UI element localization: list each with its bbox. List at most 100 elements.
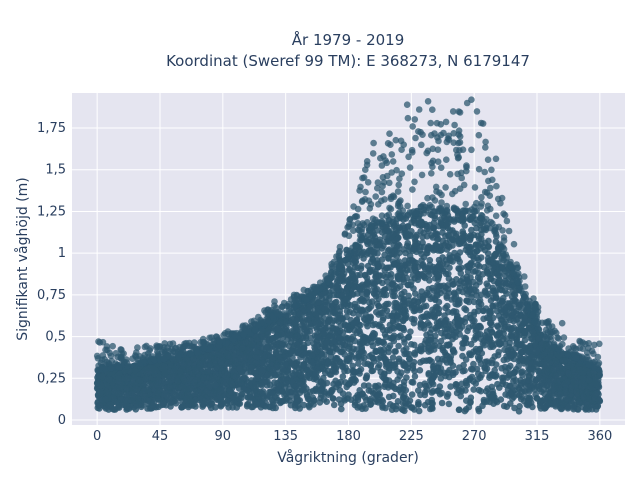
data-point <box>467 365 475 373</box>
data-point <box>444 390 452 398</box>
data-point <box>439 222 446 229</box>
data-point <box>423 310 431 318</box>
data-point <box>475 235 483 243</box>
data-point <box>389 319 397 326</box>
data-point <box>529 347 537 355</box>
data-point <box>378 323 385 331</box>
data-point <box>397 389 405 396</box>
data-point <box>435 298 443 306</box>
data-point <box>432 332 439 340</box>
data-point <box>480 307 487 315</box>
data-point <box>515 408 523 415</box>
data-point <box>497 320 505 328</box>
data-point <box>285 350 293 358</box>
data-point <box>172 400 180 407</box>
data-point <box>320 330 328 338</box>
data-point <box>230 399 238 406</box>
data-point <box>431 372 439 379</box>
data-point <box>363 279 371 286</box>
data-point <box>487 275 494 282</box>
data-point <box>412 240 419 247</box>
data-point <box>409 404 416 411</box>
data-point <box>228 379 235 386</box>
data-point <box>465 403 473 411</box>
data-point <box>492 290 499 298</box>
data-point <box>596 397 603 404</box>
data-point <box>456 284 464 292</box>
data-point <box>517 354 524 362</box>
data-point <box>503 290 510 297</box>
data-point <box>477 324 485 331</box>
data-point <box>395 355 403 363</box>
data-point <box>488 394 496 401</box>
data-point <box>497 396 505 403</box>
data-point <box>517 379 525 387</box>
data-point <box>494 250 502 257</box>
data-point <box>537 399 544 407</box>
data-point <box>528 354 536 361</box>
data-point <box>474 375 482 383</box>
data-point <box>366 397 374 405</box>
data-point <box>300 387 308 394</box>
scatter-points <box>93 96 604 415</box>
data-point <box>375 385 382 392</box>
data-point <box>418 314 425 321</box>
data-point <box>411 341 418 349</box>
data-point <box>273 362 281 370</box>
data-point <box>324 319 332 326</box>
data-point <box>248 377 255 384</box>
data-point <box>494 279 502 287</box>
data-point <box>243 402 251 410</box>
data-point <box>381 381 389 388</box>
data-point <box>266 344 274 352</box>
data-point <box>315 299 322 306</box>
data-point <box>335 381 343 389</box>
data-point <box>360 298 367 305</box>
data-point <box>373 392 381 399</box>
data-point <box>415 387 422 394</box>
data-point <box>449 258 456 265</box>
data-point <box>419 233 426 241</box>
data-point <box>175 384 183 391</box>
data-point <box>443 294 451 302</box>
data-point <box>381 286 389 293</box>
data-point <box>529 335 536 343</box>
data-point <box>551 385 558 392</box>
data-point <box>499 297 506 305</box>
data-point <box>443 239 450 247</box>
data-point <box>494 332 501 340</box>
data-point <box>408 378 416 386</box>
data-point <box>463 381 471 389</box>
data-point <box>426 256 434 264</box>
data-point <box>340 270 348 278</box>
data-point <box>476 278 483 286</box>
data-point <box>400 347 407 354</box>
data-point <box>467 394 475 402</box>
data-point <box>259 333 267 341</box>
data-point <box>131 367 139 374</box>
data-point <box>392 405 400 413</box>
data-point <box>374 355 382 363</box>
data-point <box>390 392 397 400</box>
data-point <box>407 260 415 267</box>
data-point <box>409 272 417 279</box>
data-point <box>196 362 204 369</box>
data-point <box>449 227 456 234</box>
data-point <box>470 386 478 393</box>
data-point <box>422 337 430 344</box>
data-point <box>388 382 395 390</box>
data-point <box>461 367 468 375</box>
data-point <box>363 339 371 347</box>
data-point <box>310 340 317 347</box>
data-point <box>237 379 244 386</box>
data-point <box>526 394 533 401</box>
data-point <box>442 317 449 325</box>
data-point <box>389 354 397 361</box>
data-point <box>355 360 362 367</box>
data-point <box>364 322 371 330</box>
data-point <box>416 247 424 254</box>
data-point <box>489 284 497 292</box>
data-point <box>360 382 368 389</box>
data-point <box>389 335 396 342</box>
data-point <box>446 355 454 362</box>
